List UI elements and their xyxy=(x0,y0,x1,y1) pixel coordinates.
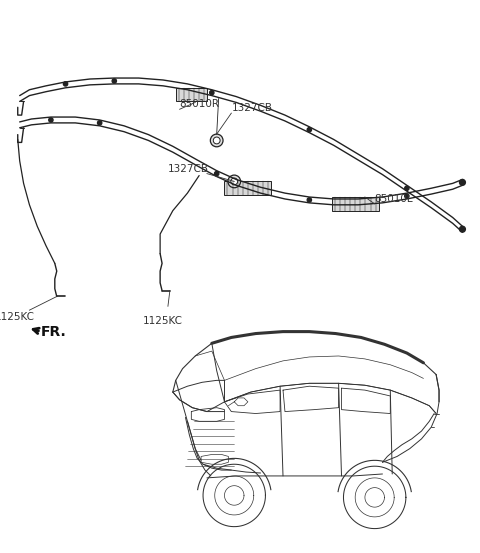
Bar xyxy=(225,181,271,195)
Circle shape xyxy=(210,91,214,95)
Bar xyxy=(332,197,379,211)
Circle shape xyxy=(459,180,466,185)
Circle shape xyxy=(213,137,220,144)
Text: 85010L: 85010L xyxy=(375,194,413,204)
Text: 1327CB: 1327CB xyxy=(168,164,209,174)
Text: FR.: FR. xyxy=(41,325,67,338)
Circle shape xyxy=(215,171,219,176)
Circle shape xyxy=(112,79,117,83)
Text: 1125KC: 1125KC xyxy=(0,312,36,322)
Circle shape xyxy=(405,194,409,198)
Text: 1125KC: 1125KC xyxy=(143,316,182,326)
Circle shape xyxy=(231,178,238,185)
Circle shape xyxy=(210,134,223,147)
Circle shape xyxy=(459,226,466,232)
Text: 1327CB: 1327CB xyxy=(231,103,272,113)
Circle shape xyxy=(49,118,53,122)
Circle shape xyxy=(63,82,68,86)
Text: 85010R: 85010R xyxy=(180,99,220,109)
Circle shape xyxy=(97,121,102,125)
Bar xyxy=(176,88,207,101)
Circle shape xyxy=(405,186,409,190)
Circle shape xyxy=(228,175,240,188)
Circle shape xyxy=(307,198,312,202)
Circle shape xyxy=(307,128,312,132)
